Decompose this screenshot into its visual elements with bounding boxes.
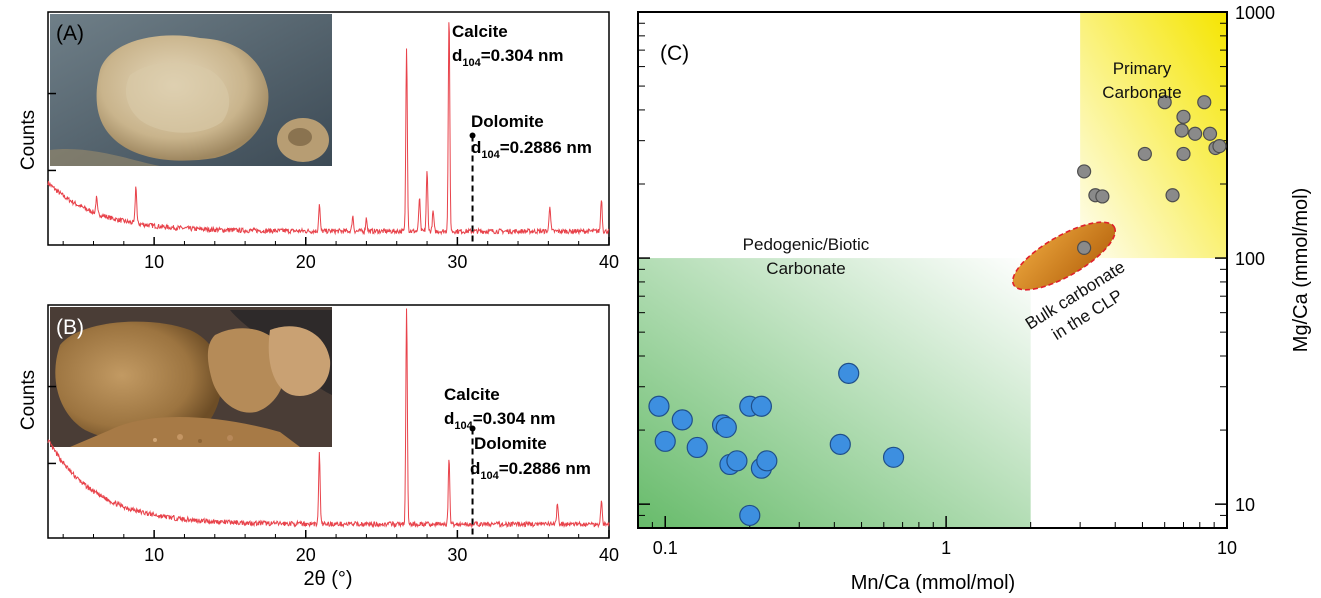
pedogenic-label-line1: Pedogenic/Biotic	[743, 235, 870, 254]
c-x-tick-label: 1	[941, 538, 951, 558]
panel-a-dolomite-d-label: d104=0.2886 nm	[471, 138, 592, 161]
x-tick-label: 40	[599, 252, 619, 272]
primary-data-point	[1165, 188, 1180, 203]
primary-data-point	[1137, 146, 1152, 162]
primary-data-point	[1095, 189, 1110, 204]
panel-a-dolomite-label: Dolomite	[471, 112, 544, 131]
x-tick-label: 20	[296, 545, 316, 565]
panel-a-dolomite-dot	[469, 132, 476, 139]
x-tick-label: 30	[447, 252, 467, 272]
photo-a	[50, 14, 332, 166]
primary-data-point	[1197, 95, 1212, 110]
x-tick-label: 10	[144, 252, 164, 272]
primary-label-line1: Primary	[1113, 59, 1172, 78]
primary-data-point	[1157, 95, 1172, 110]
panel-b-dolomite-label: Dolomite	[474, 434, 547, 453]
panel-b-xlabel: 2θ (°)	[303, 568, 352, 590]
c-y-tick-label: 10	[1235, 495, 1255, 515]
panel-c-ticks: 0.1 1 10 10 100 1000	[637, 3, 1275, 558]
pedogenic-data-point	[686, 436, 708, 459]
primary-data-point	[1077, 164, 1092, 179]
pedogenic-data-point	[838, 362, 860, 384]
panel-c-frame	[637, 11, 1228, 529]
panel-c-points	[648, 95, 1227, 527]
primary-data-point	[1176, 146, 1191, 162]
pedogenic-region	[638, 258, 1031, 528]
panel-a: (A) Counts 10 20 30 40 Calcite d104=0.304 n…	[18, 11, 619, 272]
c-x-tick-label: 10	[1217, 538, 1237, 558]
panel-c-ylabel: Mg/Ca (mmol/mol)	[1290, 188, 1312, 352]
pedogenic-label-line2: Carbonate	[766, 259, 845, 278]
panel-b: (B) Counts 2θ (°) 10 20 30 40 Calcite d104=…	[18, 304, 619, 590]
panel-a-calcite-label: Calcite	[452, 22, 508, 41]
x-tick-label: 10	[144, 545, 164, 565]
panel-a-calcite-d-label: d104=0.304 nm	[452, 46, 563, 69]
pedogenic-data-point	[882, 446, 905, 468]
x-tick-label: 30	[447, 545, 467, 565]
pedogenic-data-point	[671, 409, 693, 431]
primary-data-point	[1176, 109, 1191, 124]
panel-c: 0.1 1 10 10 100 1000 (C) Pedogenic/Biotic Car…	[637, 3, 1312, 594]
panel-a-spectrum-line	[47, 22, 610, 236]
primary-data-point	[1174, 123, 1189, 138]
bulk-carbonate-ellipse	[1011, 221, 1117, 291]
pedogenic-data-point	[829, 433, 851, 455]
primary-data-point	[1077, 240, 1092, 255]
x-tick-label: 20	[296, 252, 316, 272]
primary-label-line2: Carbonate	[1102, 83, 1181, 102]
pedogenic-data-point	[715, 416, 737, 439]
c-x-tick-label: 0.1	[653, 538, 678, 558]
primary-data-point	[1188, 126, 1203, 141]
panel-a-label: (A)	[56, 22, 84, 45]
panel-c-label: (C)	[660, 42, 689, 65]
panel-c-xlabel: Mn/Ca (mmol/mol)	[851, 572, 1015, 594]
panel-b-dolomite-dot	[469, 425, 476, 432]
x-tick-label: 40	[599, 545, 619, 565]
photo-b	[50, 307, 332, 447]
pedogenic-data-point	[648, 395, 670, 417]
panel-a-ylabel: Counts	[18, 110, 39, 170]
c-y-tick-label: 1000	[1235, 3, 1275, 23]
panel-b-calcite-label: Calcite	[444, 385, 500, 404]
primary-region	[1080, 12, 1227, 259]
panel-b-ticks: 10 20 30 40	[48, 385, 619, 565]
primary-data-point	[1212, 139, 1227, 154]
panel-b-frame	[47, 304, 610, 539]
panel-b-dolomite-d-label: d104=0.2886 nm	[470, 459, 591, 482]
panel-a-ticks: 10 20 30 40	[48, 92, 619, 272]
pedogenic-data-point	[756, 450, 778, 472]
panel-b-ylabel: Counts	[18, 370, 39, 430]
panel-b-label: (B)	[56, 316, 84, 339]
pedogenic-data-point	[726, 450, 748, 472]
pedogenic-data-point	[654, 430, 676, 452]
panel-b-spectrum-line	[47, 308, 610, 529]
pedogenic-data-point	[750, 395, 773, 417]
pedogenic-data-point	[739, 504, 761, 527]
primary-data-point	[1202, 126, 1218, 141]
panel-a-frame	[47, 11, 610, 246]
c-y-tick-label: 100	[1235, 249, 1265, 269]
panel-b-calcite-d-label: d104=0.304 nm	[444, 409, 555, 432]
